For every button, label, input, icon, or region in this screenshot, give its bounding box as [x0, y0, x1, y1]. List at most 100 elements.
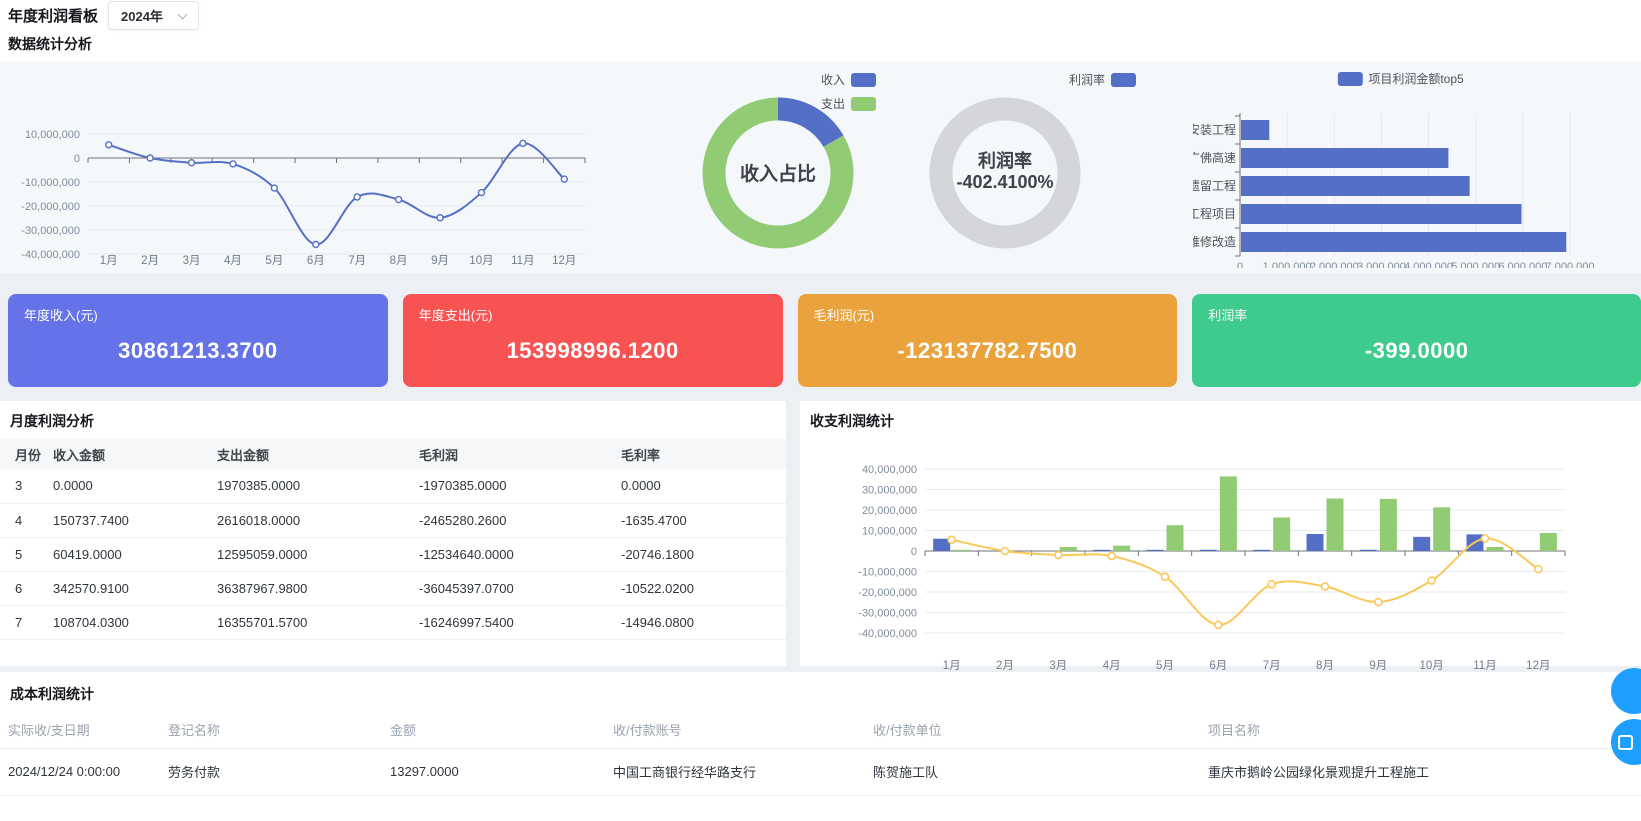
svg-text:广佛高速: 广佛高速	[1188, 150, 1236, 165]
fab-feedback-button[interactable]	[1611, 719, 1641, 765]
svg-text:8月: 8月	[390, 255, 408, 267]
svg-text:1月: 1月	[100, 255, 118, 267]
svg-text:30,000,000: 30,000,000	[862, 485, 917, 497]
svg-text:7月: 7月	[1263, 660, 1281, 672]
svg-text:9月: 9月	[1369, 660, 1387, 672]
kpi-card-annual-expense: 年度支出(元) 153998996.1200	[402, 294, 783, 387]
svg-text:-10,000,000: -10,000,000	[858, 567, 917, 579]
income-share-donut-chart: 收入 支出 收入占比	[640, 61, 900, 273]
svg-text:2月: 2月	[996, 660, 1014, 672]
svg-text:5,000,000: 5,000,000	[1451, 261, 1500, 268]
legend-item-income[interactable]: 收入	[821, 71, 876, 88]
svg-text:0: 0	[911, 546, 917, 558]
col-date: 实际收/支日期	[0, 712, 160, 749]
income-swatch-icon	[851, 72, 876, 87]
profit-rate-legend: 利润率	[1069, 71, 1136, 95]
table-row: 4 150737.7400 2616018.0000 -2465280.2600 -16…	[0, 503, 786, 538]
profit-rate-donut-chart: 利润率 利润率 -402.4100%	[900, 61, 1160, 273]
section-title-monthly: 月度利润分析	[10, 413, 94, 429]
profit-rate-swatch-icon	[1111, 72, 1136, 87]
svg-text:-40,000,000: -40,000,000	[858, 628, 917, 640]
table-row: 6 342570.9100 36387967.9800 -36045397.0700-…	[0, 571, 786, 606]
col-payee: 收/付款单位	[865, 712, 1200, 749]
svg-text:维修改造: 维修改造	[1188, 234, 1236, 249]
monthly-profit-panel: 月度利润分析 月份 收入金额 支出金额 毛利润 毛利率 3 0.0000 19703…	[0, 401, 786, 666]
stats-charts-row: 10,000,000 0 -10,000,000 -20,000,000 -30,000…	[0, 61, 1641, 273]
kpi-card-gross-profit: 毛利润(元) -123137782.7500	[797, 294, 1178, 387]
kpi-row: 年度收入(元) 30861213.3700 年度支出(元) 153998996.…	[8, 294, 1641, 387]
svg-text:20,000,000: 20,000,000	[862, 505, 917, 517]
cost-profit-panel: 成本利润统计 实际收/支日期 登记名称 金额 收/付款账号 收/付款单位 项目名…	[0, 672, 1641, 821]
year-select-value: 2024年	[121, 9, 163, 24]
table-row: 5 60419.0000 12595059.0000 -12534640.0000 -2…	[0, 537, 786, 572]
col-month: 月份	[0, 439, 45, 469]
svg-text:工程项目: 工程项目	[1188, 206, 1236, 221]
kpi-card-profit-rate: 利润率 -399.0000	[1192, 294, 1641, 387]
mid-row: 月度利润分析 月份 收入金额 支出金额 毛利润 毛利率 3 0.0000 19703…	[0, 401, 1641, 672]
svg-text:安装工程: 安装工程	[1188, 122, 1236, 137]
section-title-cost: 成本利润统计	[10, 686, 94, 702]
income-expense-panel: 收支利润统计 40,000,000 30,000,000 20,000,000 10,…	[800, 401, 1641, 672]
col-register-name: 登记名称	[160, 712, 382, 749]
col-expense: 支出金额	[209, 439, 411, 469]
svg-text:7月: 7月	[348, 255, 366, 267]
svg-text:-20,000,000: -20,000,000	[21, 201, 80, 213]
fab-button-top[interactable]	[1611, 668, 1641, 714]
top5-swatch-icon	[1337, 71, 1363, 86]
cost-table-header-row: 实际收/支日期 登记名称 金额 收/付款账号 收/付款单位 项目名称	[0, 712, 1641, 749]
col-amount: 金额	[382, 712, 605, 749]
income-share-legend: 收入 支出	[821, 71, 876, 119]
kpi-card-annual-income: 年度收入(元) 30861213.3700	[8, 294, 388, 387]
svg-text:3,000,000: 3,000,000	[1357, 261, 1406, 268]
top5-bar-chart: 项目利润金额top5 安装工程 广佛高速 遗留工程 工程项目 维修改造 0 1,000,00…	[1160, 61, 1641, 273]
income-expense-svg: 40,000,000 30,000,000 20,000,000 10,000,000…	[858, 464, 1566, 672]
svg-text:1月: 1月	[943, 660, 961, 672]
svg-text:1,000,000: 1,000,000	[1263, 261, 1312, 268]
svg-text:利润率: 利润率	[978, 150, 1032, 171]
svg-text:9月: 9月	[431, 255, 449, 267]
svg-text:4月: 4月	[224, 255, 242, 267]
col-gross-margin: 毛利率	[613, 439, 786, 469]
svg-text:2月: 2月	[141, 255, 159, 267]
legend-item-profit-rate[interactable]: 利润率	[1069, 71, 1136, 88]
svg-text:0: 0	[74, 153, 80, 165]
cost-profit-table: 实际收/支日期 登记名称 金额 收/付款账号 收/付款单位 项目名称 2024/…	[0, 712, 1641, 796]
svg-text:10月: 10月	[469, 255, 493, 267]
col-income: 收入金额	[45, 439, 209, 469]
svg-text:7,000,000: 7,000,000	[1546, 261, 1595, 268]
svg-text:8月: 8月	[1316, 660, 1334, 672]
svg-text:-20,000,000: -20,000,000	[858, 587, 917, 599]
table-row: 3 0.0000 1970385.0000 -1970385.0000 0.0000	[0, 469, 786, 504]
profit-trend-chart: 10,000,000 0 -10,000,000 -20,000,000 -30,000…	[0, 61, 640, 273]
panel-icon	[1618, 734, 1633, 750]
svg-text:10,000,000: 10,000,000	[25, 129, 80, 141]
svg-text:4,000,000: 4,000,000	[1404, 261, 1453, 268]
legend-item-expense[interactable]: 支出	[821, 95, 876, 112]
svg-text:10月: 10月	[1420, 660, 1444, 672]
col-gross-profit: 毛利润	[411, 439, 613, 469]
svg-text:2,000,000: 2,000,000	[1310, 261, 1359, 268]
topbar: 年度利润看板 2024年	[0, 0, 1641, 30]
year-select[interactable]: 2024年	[108, 1, 199, 30]
svg-text:12月: 12月	[552, 255, 576, 267]
svg-text:11月: 11月	[1473, 660, 1496, 672]
svg-text:6月: 6月	[1209, 660, 1227, 672]
svg-text:-30,000,000: -30,000,000	[21, 225, 80, 237]
svg-text:-402.4100%: -402.4100%	[956, 172, 1053, 192]
svg-text:收入占比: 收入占比	[740, 162, 816, 185]
section-title-stats: 数据统计分析	[0, 30, 1641, 61]
svg-text:6月: 6月	[307, 255, 325, 267]
col-project-name: 项目名称	[1200, 712, 1641, 749]
svg-text:3月: 3月	[183, 255, 201, 267]
svg-text:6,000,000: 6,000,000	[1498, 261, 1547, 268]
section-title-income-expense: 收支利润统计	[810, 413, 894, 429]
income-share-donut-svg: 收入占比	[702, 97, 854, 249]
page-title: 年度利润看板	[8, 8, 99, 25]
monthly-profit-table: 月份 收入金额 支出金额 毛利润 毛利率 3 0.0000 1970385.0000…	[0, 439, 786, 640]
svg-text:3月: 3月	[1049, 660, 1067, 672]
chevron-down-icon	[177, 9, 188, 19]
profit-trend-svg: 10,000,000 0 -10,000,000 -20,000,000 -30,000…	[21, 129, 586, 267]
legend-item-top5[interactable]: 项目利润金额top5	[1337, 70, 1464, 87]
svg-text:-10,000,000: -10,000,000	[21, 177, 80, 189]
